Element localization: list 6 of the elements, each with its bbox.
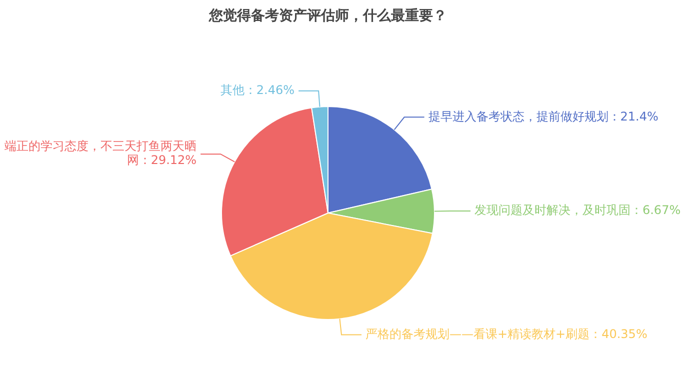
chart-title: 您觉得备考资产评估师，什么最重要？ [208,7,448,25]
slice-label: 发现问题及时解决，及时巩固：6.67% [474,203,681,218]
slice-label: 其他：2.46% [220,82,295,97]
slice-label: 提早进入备考状态，提前做好规划：21.4% [428,109,658,124]
slice-label: 端正的学习态度，不三天打鱼两天晒网：29.12% [4,139,197,168]
slice-label: 严格的备考规划——看课+精读教材+刷题：40.35% [365,326,648,341]
